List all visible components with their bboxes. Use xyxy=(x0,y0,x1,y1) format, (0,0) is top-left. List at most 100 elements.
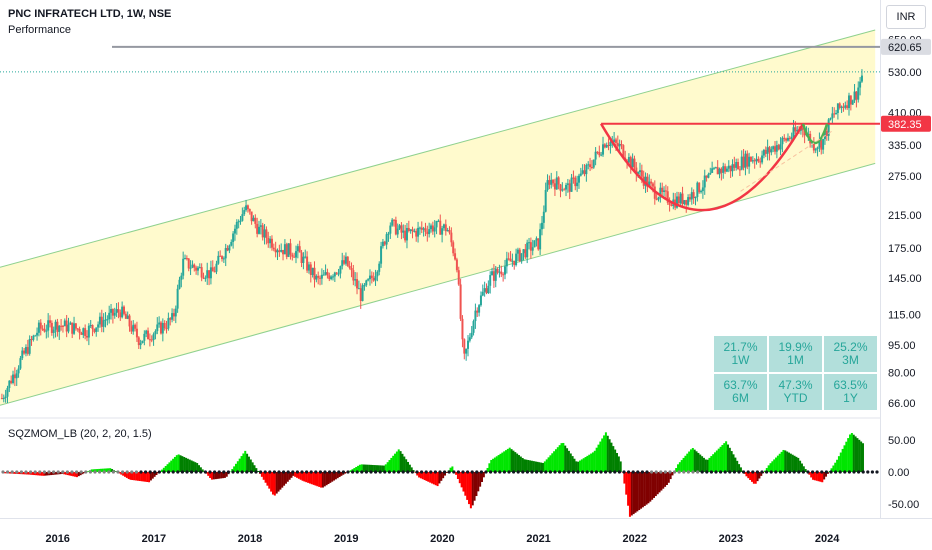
momentum-bar xyxy=(264,472,267,483)
momentum-bar xyxy=(333,472,336,481)
momentum-bar xyxy=(647,472,650,504)
indicator-axis[interactable]: 50.00 0.00 -50.00 xyxy=(888,435,919,511)
candle-body xyxy=(245,205,248,211)
candle-body xyxy=(620,144,623,146)
squeeze-dot xyxy=(511,470,516,474)
candle-body xyxy=(300,252,303,263)
candle-body xyxy=(474,310,477,322)
candle-body xyxy=(503,266,506,275)
candle-body xyxy=(840,106,843,108)
squeeze-dot xyxy=(461,470,465,474)
squeeze-dot xyxy=(521,470,525,474)
momentum-bar xyxy=(771,461,774,472)
momentum-bar xyxy=(255,468,258,472)
momentum-bar xyxy=(540,462,543,472)
candle-body xyxy=(282,249,285,255)
momentum-bar xyxy=(277,472,280,492)
squeeze-dot xyxy=(364,470,368,474)
momentum-bar xyxy=(312,472,315,485)
candle-body xyxy=(722,166,725,173)
time-axis[interactable]: 2016 2017 2018 2019 2020 2021 2022 2023 2024 xyxy=(45,533,840,545)
candle-body xyxy=(193,264,196,268)
candle-body xyxy=(441,228,444,235)
candle-body xyxy=(720,168,723,173)
candle-body xyxy=(293,256,296,258)
momentum-bar xyxy=(738,464,741,472)
candle-body xyxy=(605,145,608,148)
momentum-bar xyxy=(190,460,193,472)
squeeze-dot xyxy=(866,470,870,474)
candle-body xyxy=(147,330,150,340)
momentum-bar xyxy=(562,442,565,472)
squeeze-dot xyxy=(728,470,732,474)
momentum-bar xyxy=(652,472,655,498)
momentum-bar xyxy=(146,472,149,482)
sqzmom-indicator-label[interactable]: SQZMOM_LB (20, 2, 20, 1.5) xyxy=(8,428,152,440)
candle-body xyxy=(313,267,316,280)
price-candles xyxy=(0,69,863,404)
squeeze-dot xyxy=(571,470,576,474)
time-tick-label: 2020 xyxy=(430,533,454,545)
momentum-bar xyxy=(155,472,158,476)
momentum-bar xyxy=(185,457,188,472)
candle-body xyxy=(657,197,660,200)
candle-body xyxy=(89,325,92,327)
currency-button[interactable]: INR xyxy=(886,5,926,29)
momentum-bar xyxy=(575,461,578,472)
momentum-bar xyxy=(506,448,509,472)
indicator-tick-label: 50.00 xyxy=(888,435,916,447)
candle-body xyxy=(650,181,653,184)
momentum-bar xyxy=(632,472,635,515)
candle-body xyxy=(442,224,445,229)
momentum-bar xyxy=(370,464,373,472)
time-tick-label: 2017 xyxy=(142,533,166,545)
momentum-bar xyxy=(795,456,798,472)
momentum-bar xyxy=(617,456,620,472)
candle-body xyxy=(309,264,312,275)
candle-body xyxy=(361,285,364,301)
momentum-bar xyxy=(207,472,210,476)
candle-body xyxy=(639,170,642,173)
momentum-bar xyxy=(858,439,861,472)
momentum-bar xyxy=(410,467,413,472)
perf-value: 21.7% xyxy=(723,340,758,354)
performance-indicator-label[interactable]: Performance xyxy=(8,24,71,36)
squeeze-dot xyxy=(369,470,373,474)
momentum-bar xyxy=(314,472,317,486)
momentum-bar xyxy=(710,456,713,472)
squeeze-dot xyxy=(249,470,253,474)
momentum-bar xyxy=(849,434,852,472)
momentum-bar xyxy=(70,472,73,476)
squeeze-dot xyxy=(240,470,244,474)
price-axis[interactable]: 650.00530.00410.00335.00275.00215.00175.… xyxy=(888,34,922,409)
candle-body xyxy=(552,179,555,184)
momentum-bar xyxy=(614,449,617,472)
candle-body xyxy=(239,220,242,222)
candle-body xyxy=(267,238,270,244)
momentum-bar xyxy=(33,472,36,476)
squeeze-dot xyxy=(259,470,263,474)
squeeze-dot xyxy=(397,470,401,474)
candle-body xyxy=(644,176,647,186)
momentum-bar xyxy=(856,438,859,472)
candle-body xyxy=(235,221,238,229)
symbol-title[interactable]: PNC INFRATECH LTD, 1W, NSE xyxy=(8,8,172,20)
squeeze-dot xyxy=(631,470,635,474)
momentum-bar xyxy=(558,445,561,472)
squeeze-dot xyxy=(544,470,548,474)
squeeze-dot xyxy=(742,470,746,474)
squeeze-dot xyxy=(360,470,364,474)
candle-body xyxy=(407,227,410,231)
momentum-bar xyxy=(251,462,254,472)
candle-body xyxy=(703,175,706,188)
candle-body xyxy=(24,347,27,354)
squeeze-dot xyxy=(751,470,755,474)
squeeze-dot xyxy=(162,470,166,474)
candle-body xyxy=(372,277,375,281)
squeeze-dot xyxy=(806,470,810,474)
momentum-bar xyxy=(392,455,395,472)
momentum-bar xyxy=(630,472,633,516)
candle-body xyxy=(724,166,727,172)
candle-body xyxy=(137,337,140,346)
